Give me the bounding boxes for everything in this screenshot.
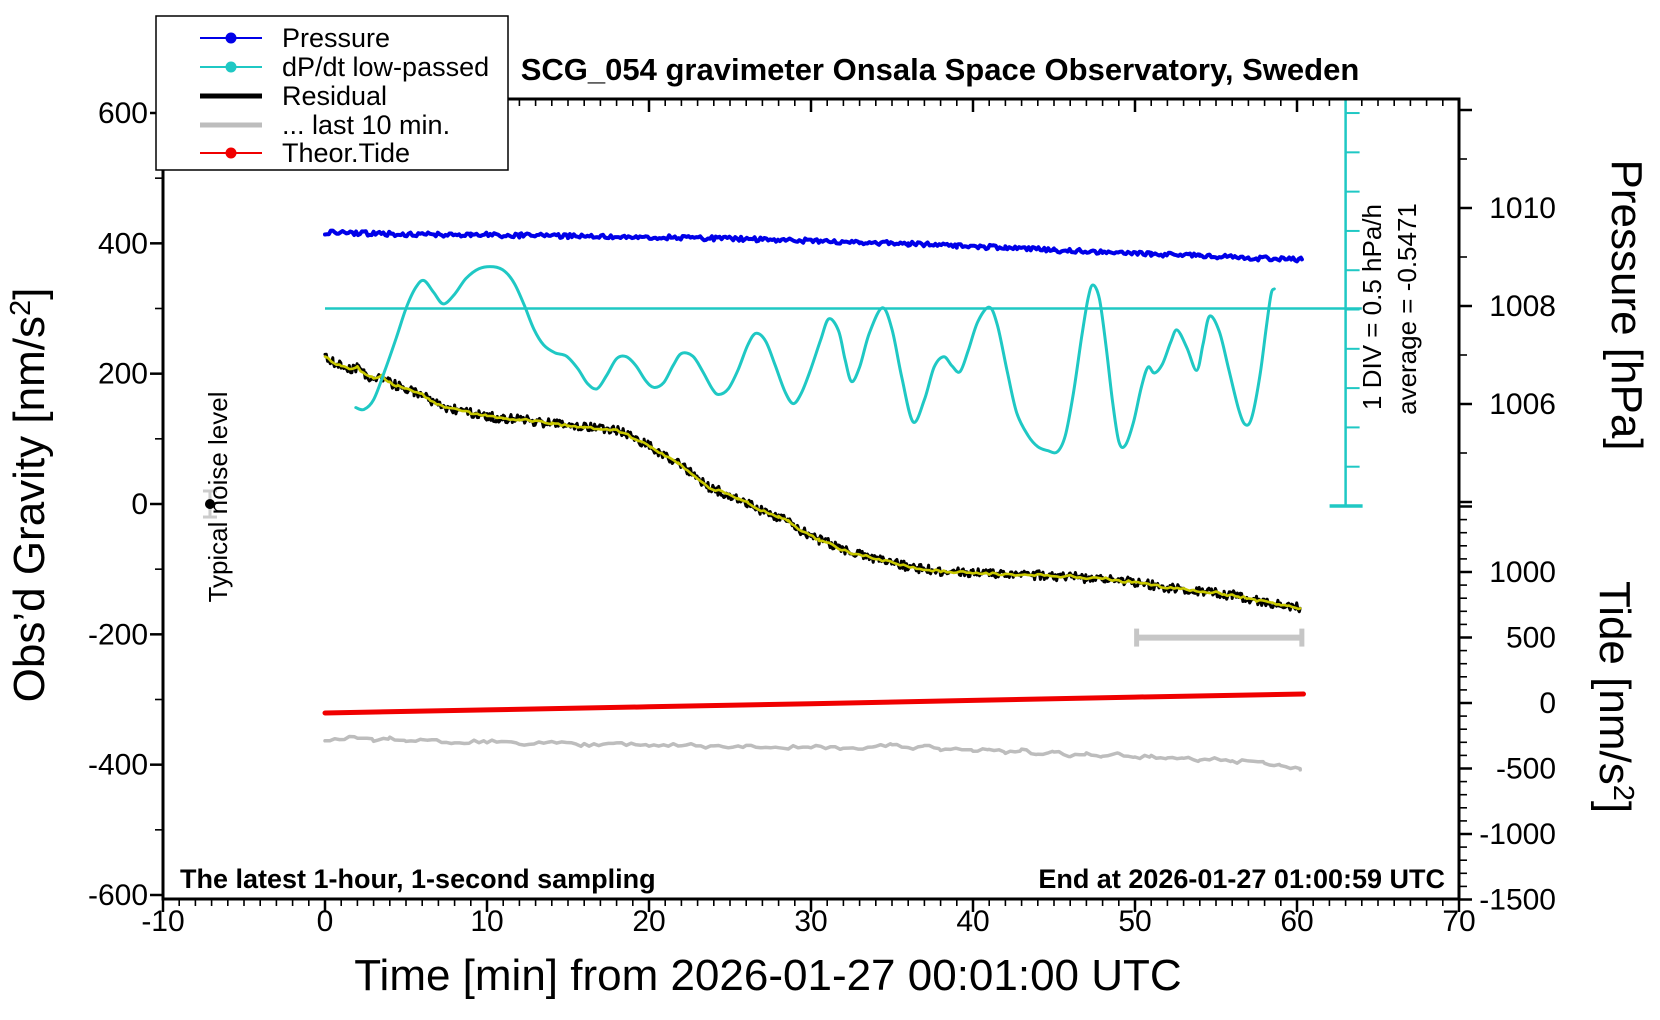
svg-text:30: 30	[794, 905, 827, 938]
plot-markers	[202, 489, 1305, 647]
svg-text:1006: 1006	[1489, 388, 1556, 421]
div-scale-label: 1 DIV = 0.5 hPa/h	[1357, 204, 1387, 410]
end-time-note: End at 2026-01-27 01:00:59 UTC	[1038, 864, 1445, 894]
svg-text:0: 0	[131, 488, 148, 521]
pressure-axis-title: Pressure [hPa]	[1602, 159, 1651, 450]
svg-text:40: 40	[956, 905, 989, 938]
svg-text:500: 500	[1506, 622, 1556, 655]
svg-text:60: 60	[1280, 905, 1313, 938]
plot-frame	[161, 97, 1461, 901]
svg-text:1008: 1008	[1489, 290, 1556, 323]
svg-text:50: 50	[1118, 905, 1151, 938]
svg-text:0: 0	[1539, 687, 1556, 720]
tide-dot-icon	[225, 147, 237, 159]
dpdt-reference-scale	[325, 99, 1363, 508]
legend-item-last10: ... last 10 min.	[200, 110, 450, 140]
tide-axis-title-sup: 2	[1607, 785, 1639, 801]
tide-axis-title-text: Tide [nm/s	[1590, 581, 1639, 785]
svg-text:1010: 1010	[1489, 192, 1556, 225]
x-axis-title: Time [min] from 2026-01-27 00:01:00 UTC	[354, 951, 1181, 1000]
legend-item-pressure: Pressure	[200, 23, 390, 53]
dpdt-dot-icon	[225, 61, 237, 73]
legend-item-residual: Residual	[200, 81, 387, 111]
data-series	[322, 228, 1306, 772]
svg-text:20: 20	[632, 905, 665, 938]
left-axis-title-sup: 2	[5, 300, 37, 316]
svg-text:70: 70	[1442, 905, 1475, 938]
legend-label-dpdt: dP/dt low-passed	[282, 52, 489, 82]
svg-text:600: 600	[98, 97, 148, 130]
svg-text:-500: -500	[1496, 753, 1556, 786]
noise-level-label: Typical noise level	[203, 392, 233, 603]
legend-label-residual: Residual	[282, 81, 387, 111]
legend-label-last10: ... last 10 min.	[282, 110, 450, 140]
svg-text:-10: -10	[141, 905, 184, 938]
sampling-note: The latest 1-hour, 1-second sampling	[180, 864, 656, 894]
left-axis-title-close: ]	[5, 288, 54, 300]
svg-text:10: 10	[470, 905, 503, 938]
pressure-dot-icon	[225, 32, 237, 44]
svg-text:-400: -400	[88, 749, 148, 782]
legend-label-tide: Theor.Tide	[282, 138, 410, 168]
svg-text:200: 200	[98, 358, 148, 391]
svg-text:-1500: -1500	[1479, 884, 1556, 917]
svg-text:-200: -200	[88, 618, 148, 651]
average-label: average = -0.5471	[1392, 203, 1422, 415]
svg-text:1000: 1000	[1489, 556, 1556, 589]
svg-text:0: 0	[317, 905, 334, 938]
chart-title: SCG_054 gravimeter Onsala Space Observat…	[521, 52, 1360, 87]
svg-text:-600: -600	[88, 879, 148, 912]
left-axis-title: Obs’d Gravity [nm/s2]	[5, 288, 54, 703]
svg-text:-1000: -1000	[1479, 818, 1556, 851]
left-axis-title-text: Obs’d Gravity [nm/s	[5, 316, 54, 702]
tide-axis-title: Tide [nm/s2]	[1590, 581, 1639, 813]
axis-ticks: -10 0 10 20 30 40 50 60 70 -600 -400 -200 0 200 400 600…	[88, 97, 1556, 938]
legend-label-pressure: Pressure	[282, 23, 390, 53]
legend-box	[155, 15, 509, 171]
legend: Pressure dP/dt low-passed Residual ... l…	[155, 15, 509, 171]
svg-text:400: 400	[98, 227, 148, 260]
legend-item-tide: Theor.Tide	[200, 138, 410, 168]
tide-axis-title-close: ]	[1590, 801, 1639, 813]
legend-item-dpdt: dP/dt low-passed	[200, 52, 489, 82]
